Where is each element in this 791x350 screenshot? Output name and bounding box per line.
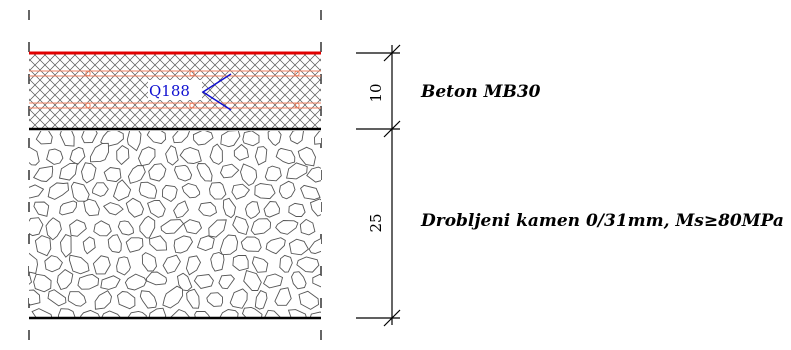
gravel-stones [29,131,321,318]
rebar-mesh [29,70,321,109]
label-gravel: Drobljeni kamen 0/31mm, Ms≥80MPa [420,211,784,231]
concrete-layer: Q188 [29,51,321,131]
dimension-concrete: 10 [367,83,385,102]
dimension-gravel: 25 [367,213,385,232]
gravel-layer [29,131,321,320]
dimension-line [356,44,401,327]
label-concrete: Beton MB30 [420,82,541,102]
rebar-mark: Q188 [149,82,190,100]
rebar-arrow [201,73,232,111]
